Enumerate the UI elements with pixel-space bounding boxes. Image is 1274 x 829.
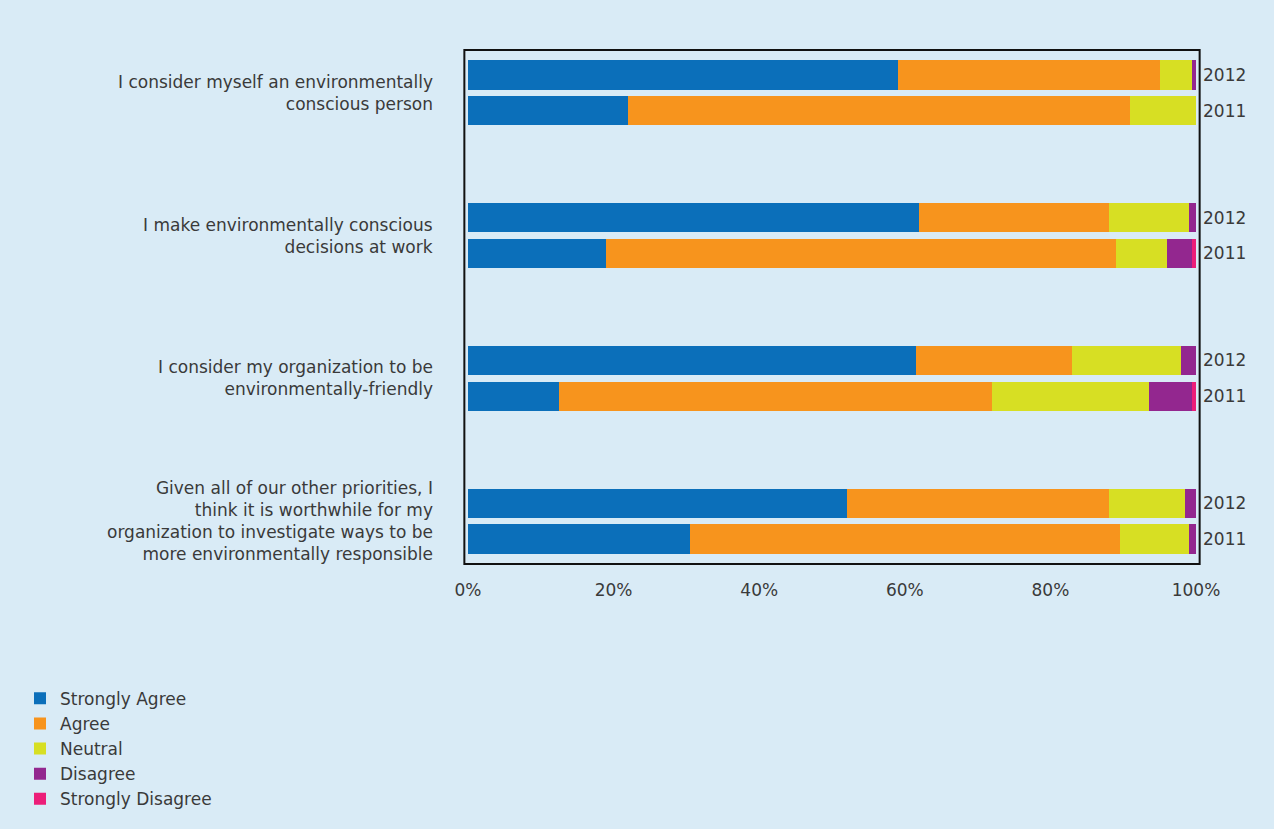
svg-text:2011: 2011	[1203, 529, 1246, 549]
svg-text:Given all of our other priorit: Given all of our other priorities, Ithin…	[107, 478, 433, 564]
svg-text:2012: 2012	[1203, 65, 1246, 85]
svg-text:Neutral: Neutral	[60, 739, 123, 759]
svg-text:2011: 2011	[1203, 243, 1246, 263]
svg-text:60%: 60%	[886, 580, 924, 600]
svg-text:2012: 2012	[1203, 208, 1246, 228]
svg-text:2012: 2012	[1203, 350, 1246, 370]
svg-text:Strongly Disagree: Strongly Disagree	[60, 789, 212, 809]
svg-text:Agree: Agree	[60, 714, 110, 734]
svg-text:Disagree: Disagree	[60, 764, 135, 784]
svg-text:0%: 0%	[455, 580, 482, 600]
svg-text:Strongly Agree: Strongly Agree	[60, 689, 186, 709]
svg-text:I consider myself an environme: I consider myself an environmentallycons…	[118, 72, 433, 114]
svg-text:2012: 2012	[1203, 493, 1246, 513]
svg-text:100%: 100%	[1172, 580, 1221, 600]
svg-text:40%: 40%	[740, 580, 778, 600]
svg-text:2011: 2011	[1203, 101, 1246, 121]
svg-text:80%: 80%	[1032, 580, 1070, 600]
svg-text:I consider my organization to: I consider my organization to beenvironm…	[158, 357, 433, 399]
svg-text:2011: 2011	[1203, 386, 1246, 406]
svg-text:20%: 20%	[595, 580, 633, 600]
svg-text:I make environmentally conscio: I make environmentally consciousdecision…	[143, 215, 433, 257]
